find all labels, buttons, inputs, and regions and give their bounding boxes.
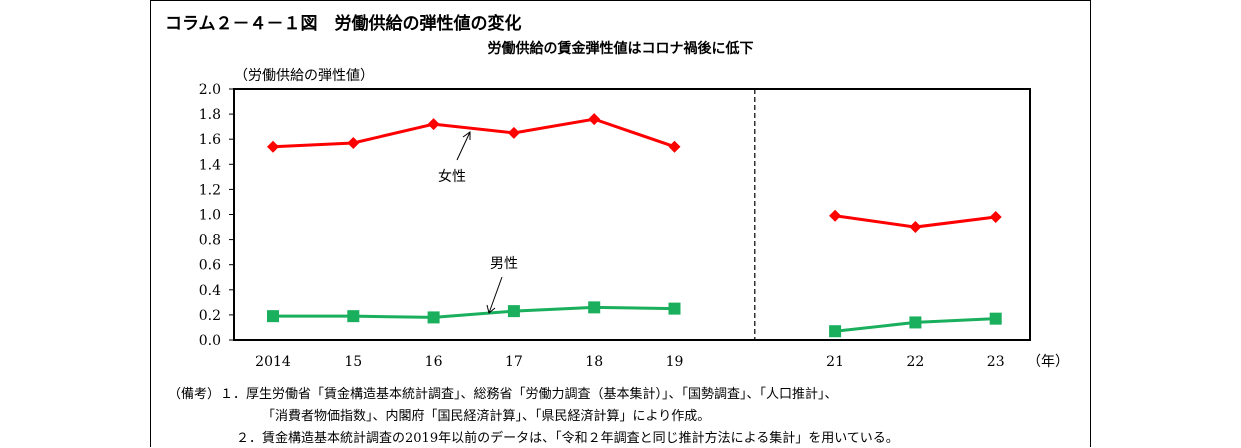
x-tick-label: 21 — [826, 354, 844, 370]
y-tick-label: 1.6 — [199, 132, 221, 148]
y-tick-label: 1.2 — [199, 182, 221, 198]
x-axis-unit: （年） — [1027, 354, 1069, 370]
plot-area — [233, 88, 1031, 341]
data-point — [989, 312, 1002, 325]
data-point — [668, 140, 681, 153]
note-line-2: 「消費者物価指数」、内閣府「国民経済計算」、「県民経済計算」により作成。 — [262, 409, 711, 424]
y-tick-label: 0.8 — [199, 233, 221, 249]
series-label-arrow — [456, 131, 471, 161]
y-tick-label: 1.8 — [199, 107, 221, 123]
x-tick-label: 22 — [906, 354, 924, 370]
figure-frame — [150, 0, 1091, 447]
x-tick-label: 23 — [987, 354, 1005, 370]
x-tick-label: 16 — [425, 354, 443, 370]
y-axis-label: （労働供給の弾性値） — [234, 68, 374, 84]
y-tick-label: 1.0 — [199, 208, 221, 224]
data-point — [427, 118, 440, 131]
data-point — [267, 140, 279, 153]
x-tick-label: 19 — [666, 354, 684, 370]
x-tick-label: 17 — [505, 354, 523, 370]
data-point — [909, 316, 922, 329]
y-tick-label: 2.0 — [199, 82, 221, 98]
data-point — [829, 325, 842, 338]
series-label-male: 男性 — [490, 256, 518, 272]
data-point — [829, 209, 842, 222]
y-tick-label: 0.4 — [199, 283, 221, 299]
data-point — [507, 126, 520, 139]
series-label-arrowhead — [462, 131, 471, 140]
data-point — [588, 301, 601, 314]
series-label-arrow — [488, 276, 503, 314]
data-point — [267, 310, 279, 323]
data-point — [588, 113, 601, 126]
data-point — [989, 211, 1002, 224]
series-line — [273, 305, 675, 319]
note-line-3: ２．賃金構造基本統計調査の2019年以前のデータは、「令和２年調査と同じ推計方法… — [236, 431, 899, 446]
x-tick-label: 18 — [585, 354, 603, 370]
y-tick-label: 0.6 — [199, 258, 221, 274]
series-label-female: 女性 — [438, 168, 466, 185]
x-tick-label: 15 — [344, 354, 362, 370]
data-point — [427, 311, 440, 324]
figure-title: コラム２－４－１図 労働供給の弾性値の変化 — [165, 14, 522, 34]
series-line — [272, 117, 675, 149]
data-point — [347, 310, 360, 323]
data-point — [347, 136, 360, 149]
y-tick-label: 1.4 — [199, 157, 221, 173]
chart-subtitle: 労働供給の賃金弾性値はコロナ禍後に低下 — [487, 41, 754, 57]
y-tick-label: 0.2 — [199, 308, 221, 324]
y-tick-label: 0.0 — [199, 333, 221, 349]
series-label-arrowhead — [486, 304, 496, 314]
data-point — [909, 221, 922, 234]
data-point — [507, 305, 520, 318]
x-tick-label: 2014 — [255, 354, 291, 370]
data-point — [668, 302, 681, 315]
note-line-1: （備考）１．厚生労働省「賃金構造基本統計調査」、総務省「労働力調査（基本集計）」… — [168, 387, 838, 402]
